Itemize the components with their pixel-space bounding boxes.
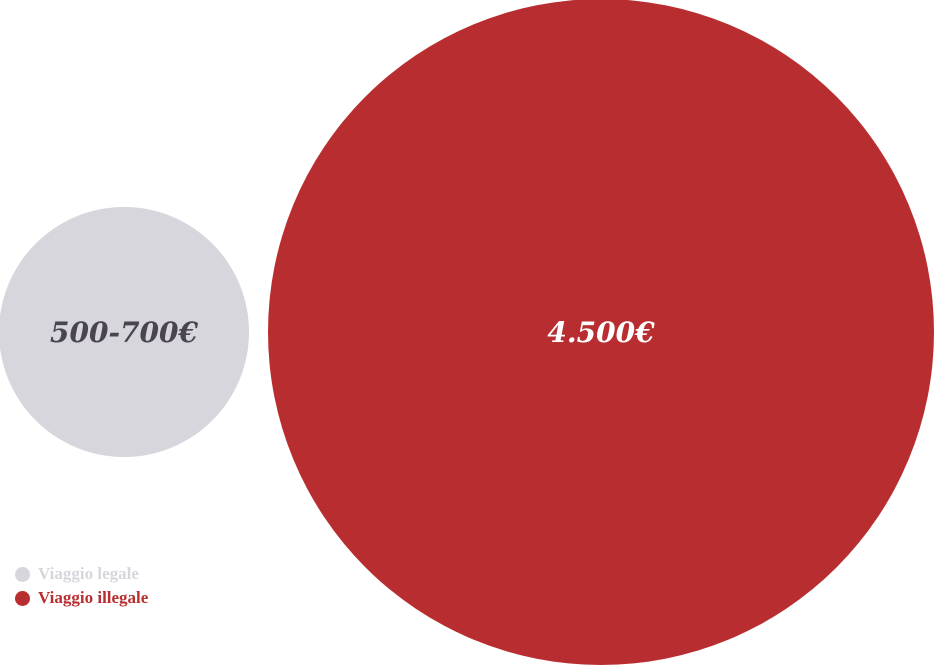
- bubble-label-legal-trip: 500-700€: [50, 316, 199, 349]
- legend-item-legal: Viaggio legale: [15, 562, 148, 586]
- legend-label-illegal: Viaggio illegale: [38, 588, 149, 607]
- legend-label-legal: Viaggio legale: [38, 564, 139, 583]
- bubble-illegal-trip: [268, 0, 934, 665]
- legend-swatch-legal: [15, 566, 30, 582]
- legend: Viaggio legale Viaggio illegale: [15, 562, 148, 610]
- legend-swatch-illegal: [15, 590, 30, 606]
- bubble-label-illegal-trip: 4.500€: [547, 316, 655, 349]
- legend-item-illegal: Viaggio illegale: [15, 586, 148, 610]
- bubble-legal-trip: [0, 207, 249, 457]
